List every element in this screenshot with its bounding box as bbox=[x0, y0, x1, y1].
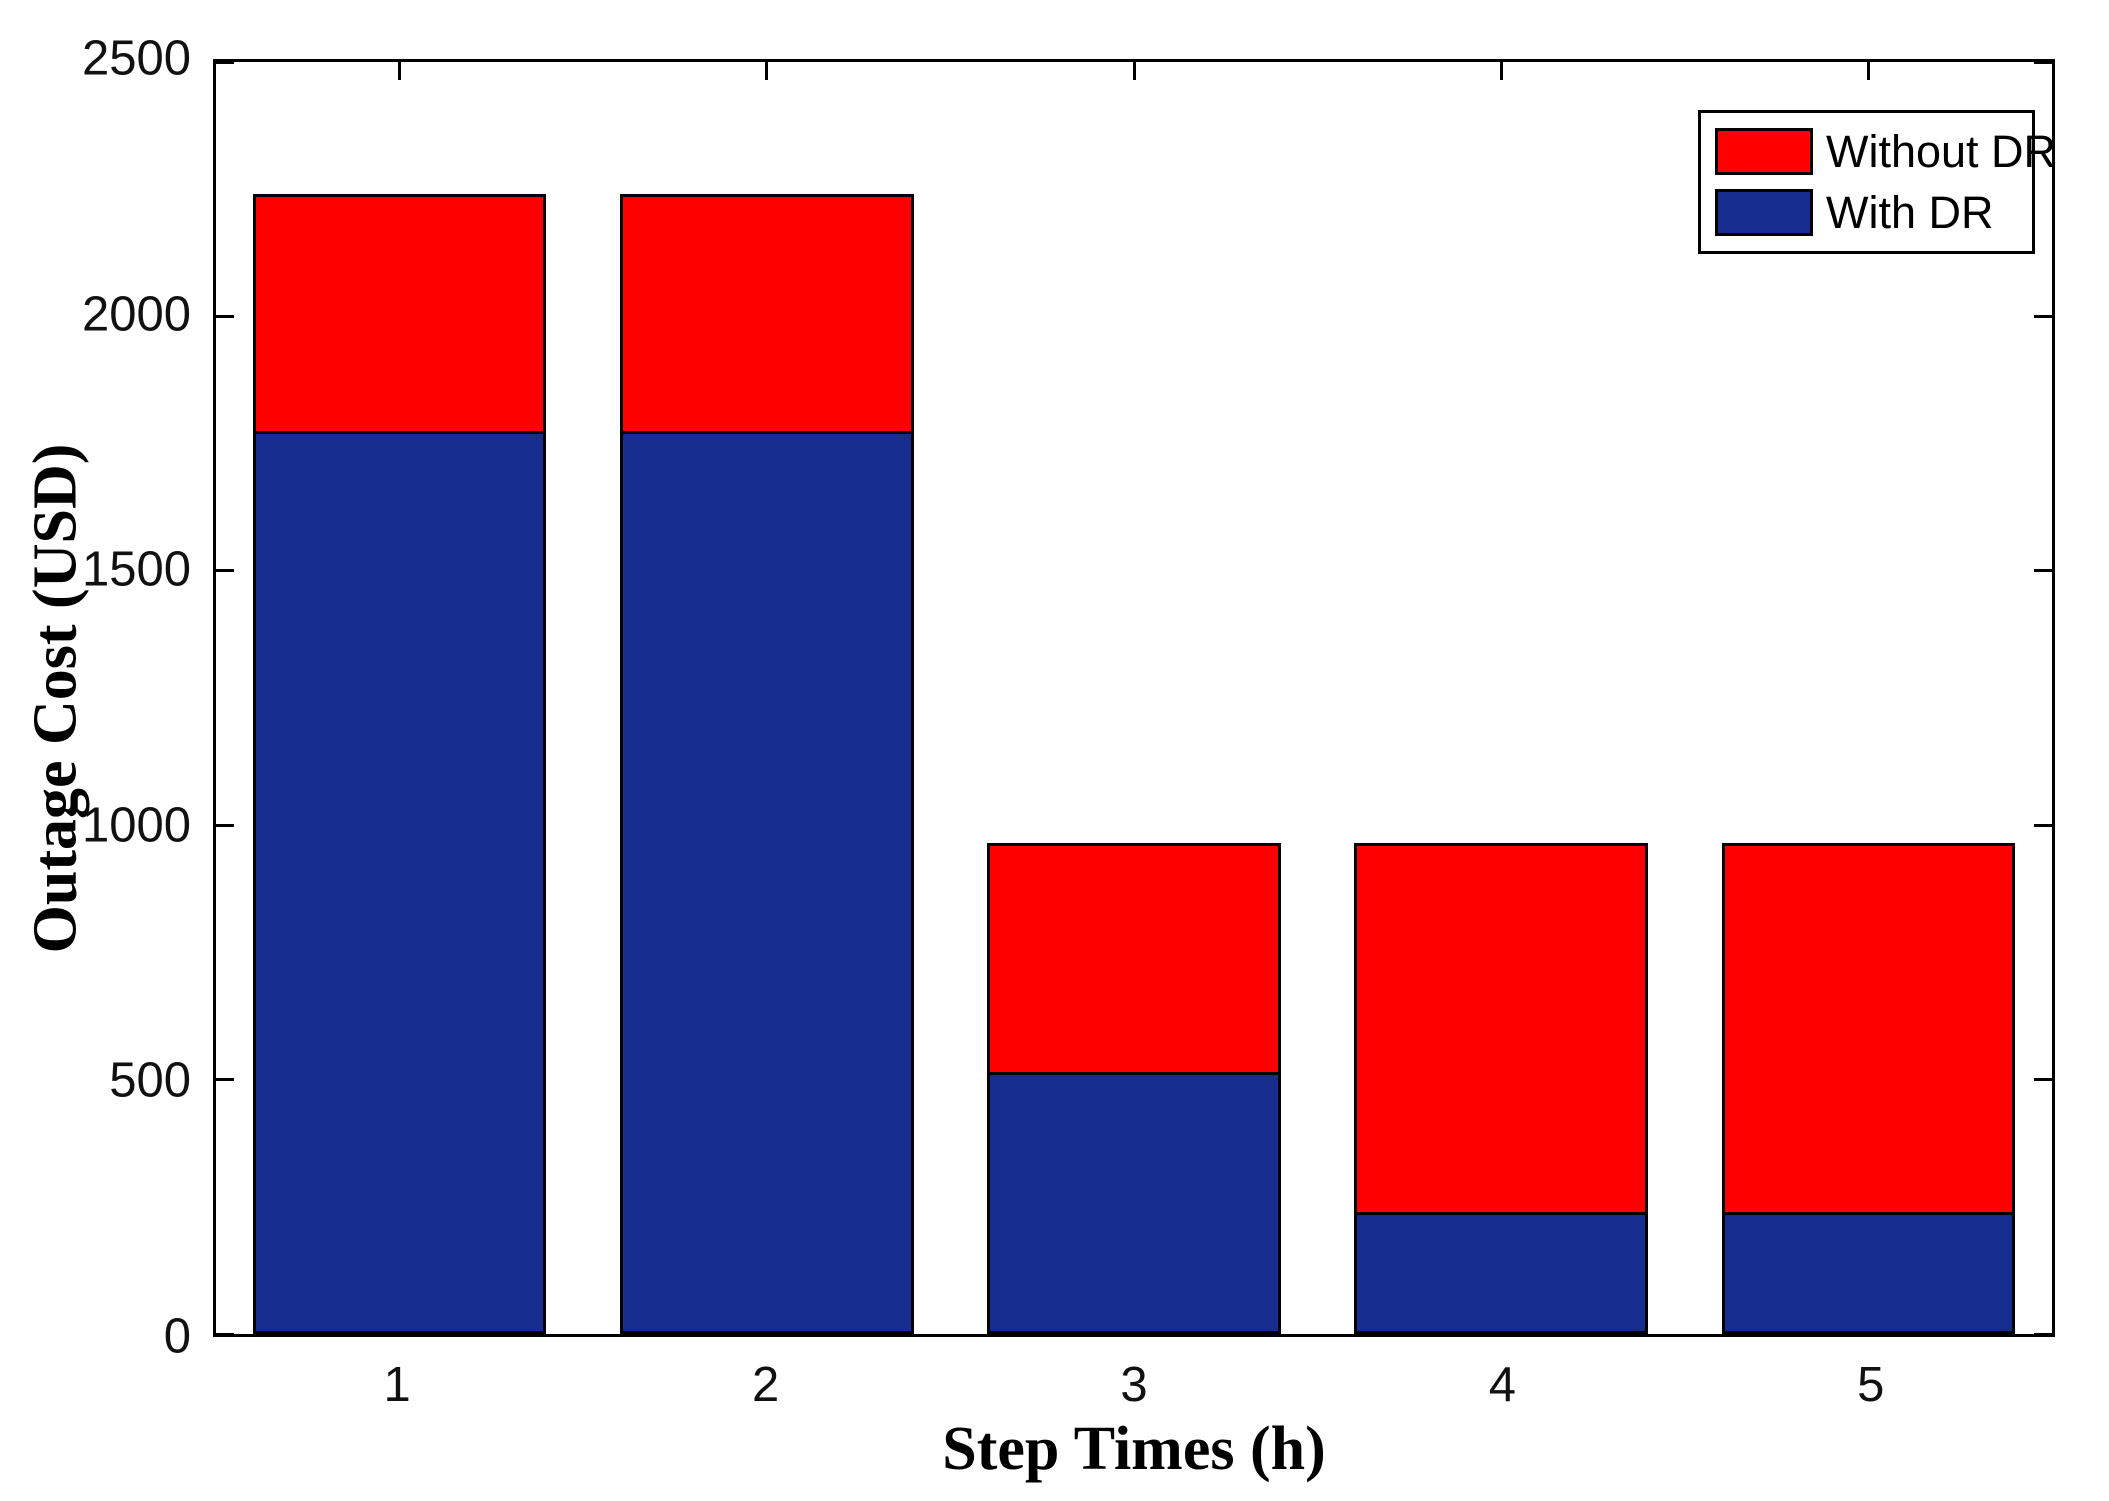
y-axis-tick-labels: 0 500 1000 1500 2000 2500 bbox=[0, 34, 191, 1361]
bar-with-dr-3 bbox=[987, 1071, 1281, 1334]
bar-with-dr-5 bbox=[1721, 1211, 2016, 1334]
y-tick-label: 0 bbox=[163, 1309, 191, 1364]
y-tick-mark bbox=[216, 1078, 234, 1082]
y-tick-label: 2000 bbox=[81, 287, 191, 342]
bar-with-dr-2 bbox=[619, 430, 914, 1334]
x-tick-mark bbox=[1132, 62, 1136, 80]
y-axis-title: Outage Cost (USD) bbox=[21, 443, 90, 953]
legend: Without DR With DR bbox=[1698, 110, 2056, 254]
y-tick-mark bbox=[216, 314, 234, 318]
y-tick-mark bbox=[216, 60, 234, 64]
y-tick-mark bbox=[2034, 314, 2052, 318]
y-tick-label: 500 bbox=[109, 1053, 191, 1108]
y-tick-label: 1000 bbox=[81, 798, 191, 853]
bar-with-dr-4 bbox=[1354, 1211, 1649, 1334]
x-tick-label: 5 bbox=[1857, 1358, 1885, 1412]
y-tick-mark bbox=[2034, 569, 2052, 573]
bar-with-dr-1 bbox=[252, 430, 547, 1334]
y-tick-mark bbox=[216, 823, 234, 827]
y-tick-mark bbox=[2034, 823, 2052, 827]
x-tick-mark bbox=[1499, 62, 1503, 80]
x-tick-mark bbox=[1866, 62, 1870, 80]
legend-swatch-without-dr bbox=[1715, 128, 1813, 175]
x-tick-mark bbox=[765, 62, 769, 80]
plot-area bbox=[213, 59, 2055, 1337]
legend-row-without-dr: Without DR bbox=[1715, 128, 2056, 175]
x-tick-label: 4 bbox=[1488, 1358, 1517, 1412]
y-tick-mark bbox=[2034, 1078, 2052, 1082]
x-axis-title: Step Times (h) bbox=[942, 1415, 1326, 1483]
y-tick-mark bbox=[216, 569, 234, 573]
y-tick-mark bbox=[2034, 1332, 2052, 1336]
x-tick-label: 1 bbox=[383, 1358, 411, 1412]
y-axis-title-wrap: Outage Cost (USD) bbox=[0, 59, 112, 1337]
legend-label-without-dr: Without DR bbox=[1826, 126, 2057, 177]
x-axis-tick-labels: 1 2 3 4 5 bbox=[213, 1358, 2055, 1412]
y-tick-mark bbox=[216, 1332, 234, 1336]
y-tick-label: 1500 bbox=[81, 542, 191, 597]
legend-row-with-dr: With DR bbox=[1715, 189, 2032, 236]
x-tick-label: 3 bbox=[1120, 1358, 1148, 1412]
x-tick-label: 2 bbox=[751, 1358, 780, 1412]
x-tick-mark bbox=[398, 62, 402, 80]
y-tick-label: 2500 bbox=[81, 31, 191, 86]
legend-label-with-dr: With DR bbox=[1826, 187, 1994, 238]
legend-swatch-with-dr bbox=[1715, 189, 1813, 236]
y-tick-mark bbox=[2034, 60, 2052, 64]
